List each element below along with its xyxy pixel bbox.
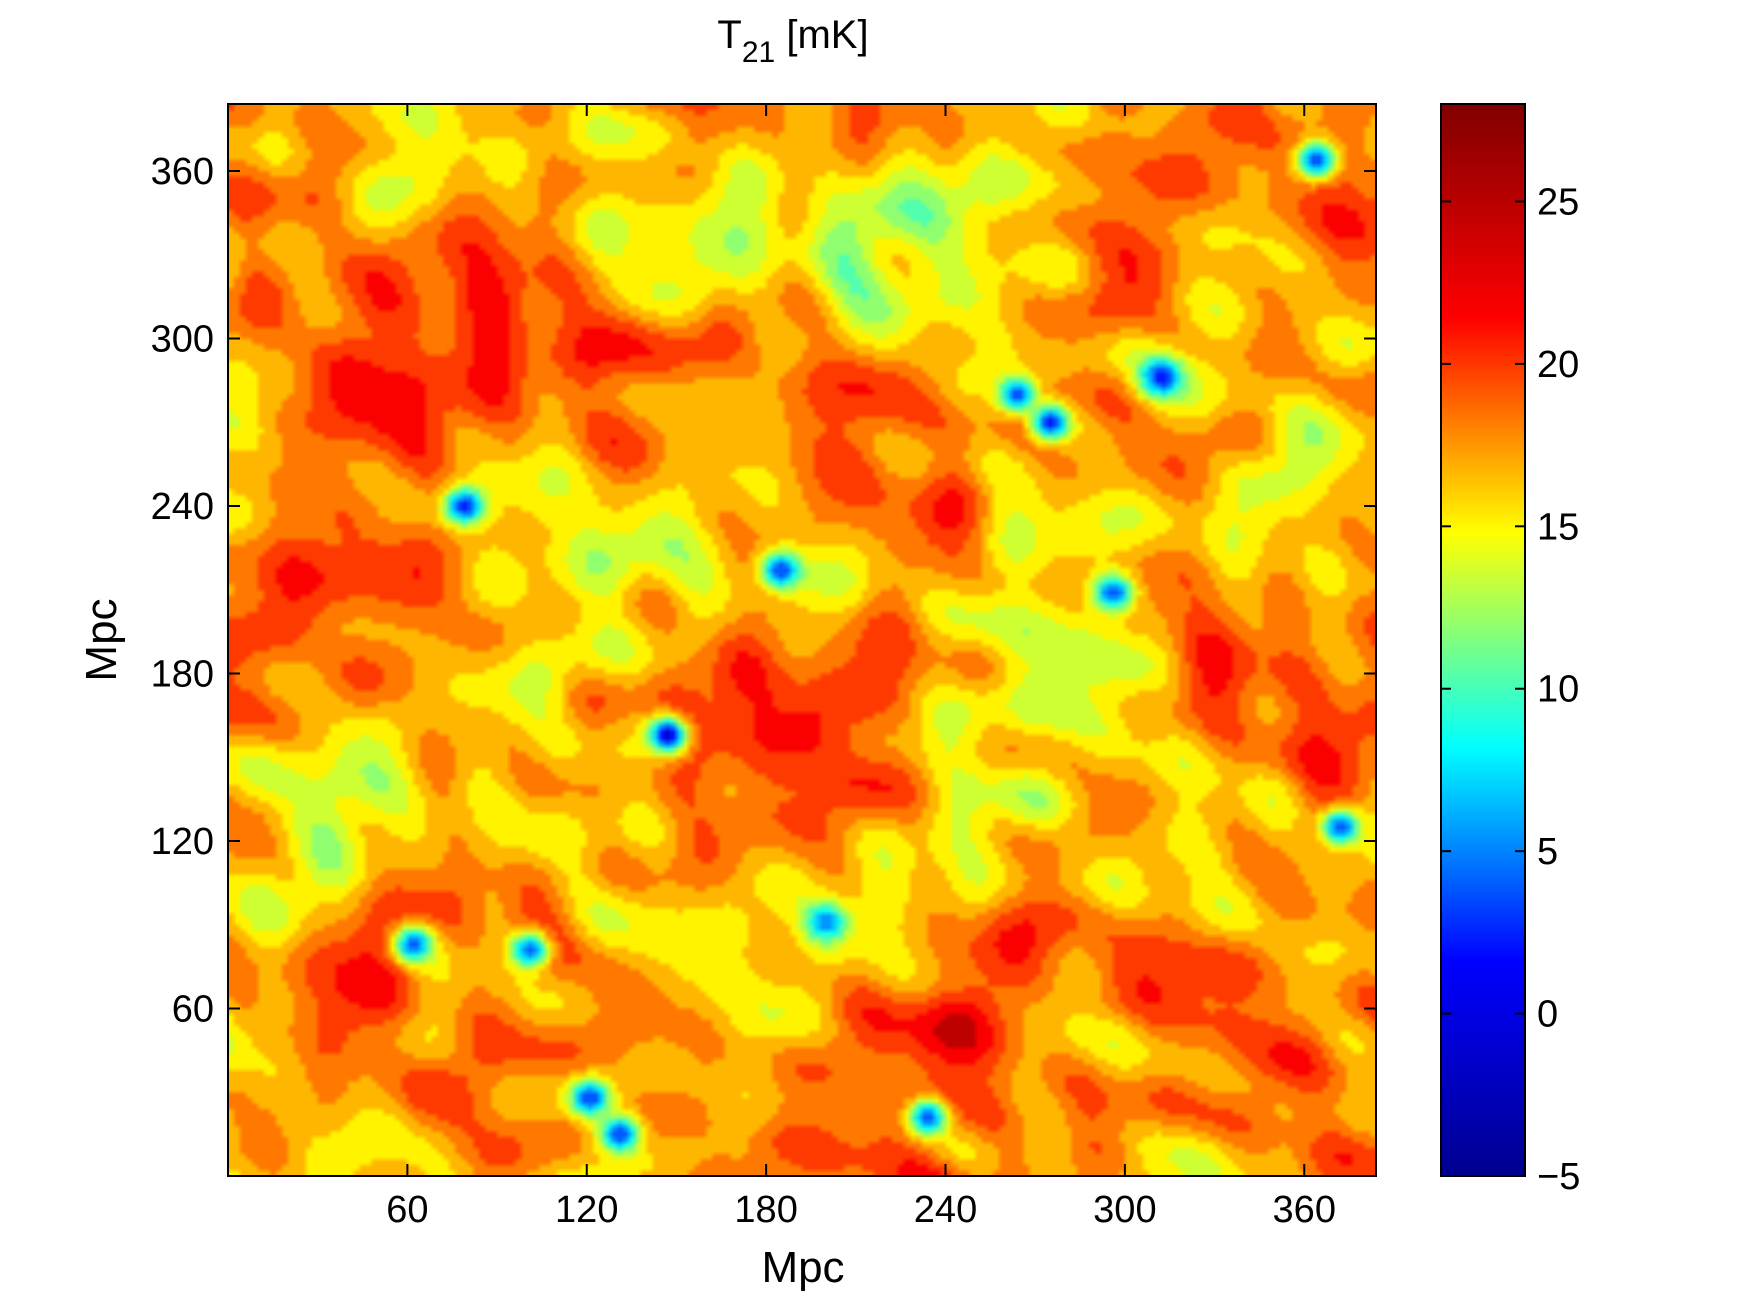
x-tick-label: 120	[555, 1189, 618, 1231]
x-tick-label: 240	[914, 1189, 977, 1231]
colorbar-gradient	[1441, 104, 1525, 1176]
y-tick-label: 180	[151, 654, 214, 696]
chart-title: T21 [mK]	[717, 13, 868, 69]
y-axis: 60 120 180 240 300 360	[151, 151, 1376, 1031]
colorbar-tick-label: 20	[1537, 344, 1579, 386]
y-tick-label: 300	[151, 319, 214, 361]
colorbar-frame	[1440, 103, 1526, 1177]
x-tick-label: 60	[386, 1189, 428, 1231]
colorbar-tick-label: −5	[1537, 1156, 1580, 1198]
heatmap-area	[227, 103, 1377, 1177]
colorbar-ticks: −5 0 5 10 15 20 25	[1441, 181, 1580, 1198]
y-axis-label: Mpc	[77, 598, 126, 681]
heatmap-image	[228, 104, 1376, 1176]
x-tick-label: 180	[734, 1189, 797, 1231]
y-tick-label: 360	[151, 151, 214, 193]
colorbar-tick-label: 10	[1537, 669, 1579, 711]
x-axis: 60 120 180 240 300 360	[386, 104, 1336, 1231]
x-axis-label: Mpc	[761, 1243, 844, 1292]
y-tick-label: 240	[151, 486, 214, 528]
colorbar-tick-label: 25	[1537, 181, 1579, 223]
x-tick-label: 360	[1273, 1189, 1336, 1231]
y-tick-label: 60	[172, 989, 214, 1031]
y-tick-label: 120	[151, 821, 214, 863]
svg-text:T21 [mK]: T21 [mK]	[717, 13, 868, 69]
title-main: T	[717, 13, 741, 57]
x-tick-label: 300	[1093, 1189, 1156, 1231]
plot-frame	[227, 103, 1377, 1177]
colorbar-tick-label: 15	[1537, 506, 1579, 548]
title-subscript: 21	[742, 36, 775, 69]
title-suffix: [mK]	[775, 13, 868, 57]
colorbar-tick-label: 5	[1537, 831, 1558, 873]
colorbar-tick-label: 0	[1537, 994, 1558, 1036]
colorbar: −5 0 5 10 15 20 25	[1440, 103, 1580, 1198]
